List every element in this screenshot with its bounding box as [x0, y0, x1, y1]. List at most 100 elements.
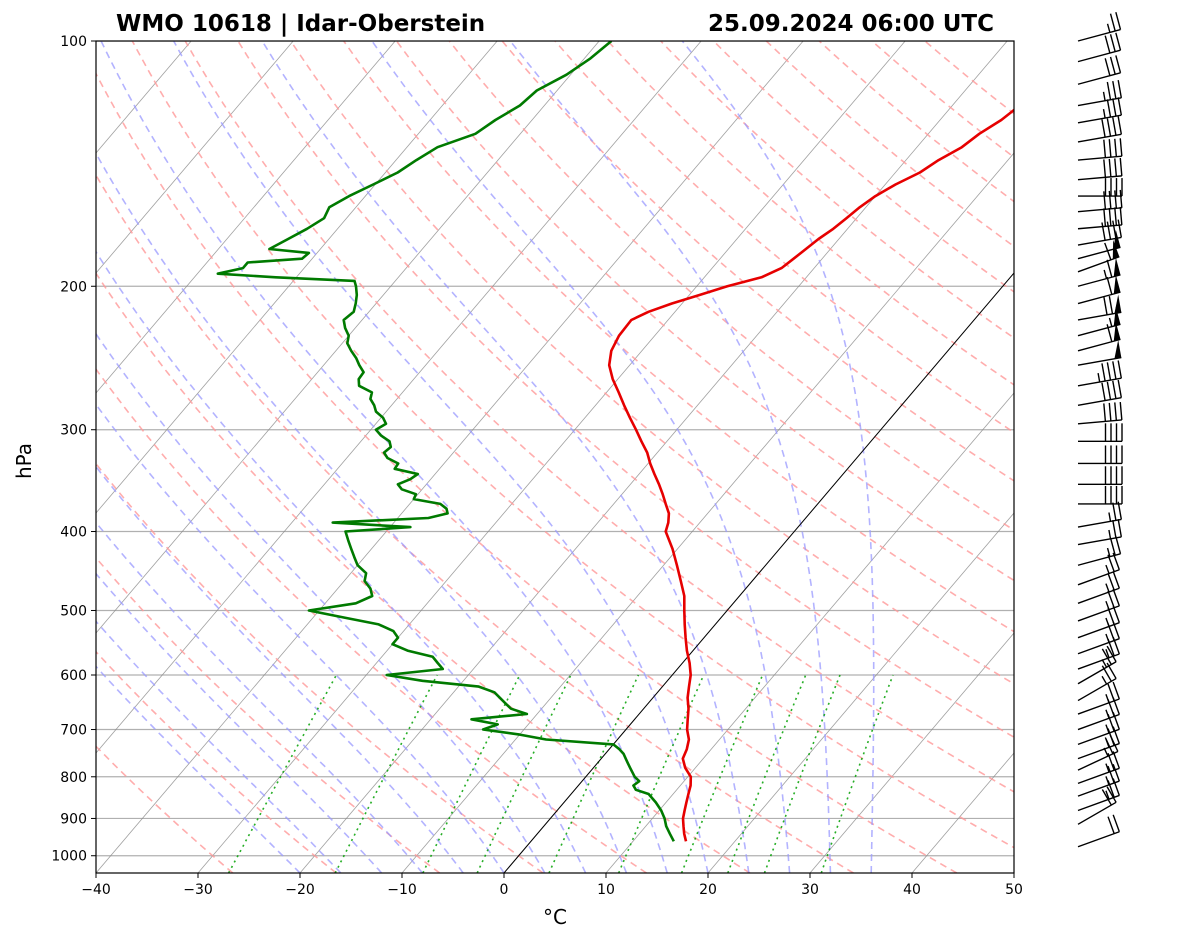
- mixing-ratio-line: [334, 674, 438, 873]
- wind-barb: [1077, 339, 1122, 366]
- wind-barb: [1077, 294, 1122, 321]
- moist-adiabat: [96, 403, 505, 873]
- dry-adiabat: [818, 41, 1014, 203]
- x-axis-ticks: −40 −30 −20 −10 0 10 20 30 40 50: [81, 873, 1023, 898]
- dewpoint-profile: [216, 41, 675, 842]
- moist-adiabat: [96, 465, 464, 873]
- plot-frame: [95, 40, 1015, 874]
- x-tick-label: 20: [699, 882, 717, 898]
- x-tick-label: 50: [1005, 882, 1023, 898]
- dry-adiabat: [131, 41, 1014, 849]
- y-tick-label: 700: [60, 723, 87, 739]
- wind-barb: [1077, 12, 1122, 42]
- moist-adiabat: [96, 332, 546, 873]
- moist-adiabat: [96, 521, 424, 873]
- background-lines: [96, 41, 1014, 873]
- wind-barb: [1077, 360, 1123, 387]
- dry-adiabat: [96, 72, 958, 873]
- wind-barb: [1077, 501, 1123, 528]
- x-tick-label: 0: [500, 882, 509, 898]
- dry-adiabat: [448, 41, 1014, 532]
- y-tick-label: 200: [60, 279, 87, 295]
- dry-adiabat: [184, 41, 1014, 793]
- wind-barb: [1077, 55, 1122, 85]
- isotherm-line: [197, 41, 906, 873]
- wind-barb: [1077, 786, 1117, 825]
- isotherm-line: [96, 41, 396, 394]
- wind-barb: [1078, 423, 1123, 443]
- wind-barb: [1077, 138, 1123, 161]
- isotherm-line: [96, 41, 804, 873]
- mixing-ratio-line: [820, 674, 894, 873]
- wind-barb: [1078, 445, 1123, 465]
- moist-adiabat: [509, 41, 832, 873]
- isotherm-line: [605, 392, 1014, 873]
- x-tick-label: −40: [81, 882, 111, 898]
- y-tick-label: 300: [60, 423, 87, 439]
- mixing-ratio-line: [727, 674, 807, 873]
- dry-adiabat: [96, 173, 854, 873]
- y-tick-label: 900: [60, 811, 87, 827]
- dry-adiabat: [607, 41, 1014, 386]
- dry-adiabat: [660, 41, 1014, 339]
- temperature-profile: [607, 108, 1014, 842]
- wind-barb: [1077, 571, 1121, 604]
- wind-barb: [1077, 536, 1122, 566]
- wind-barb: [1077, 814, 1121, 848]
- mixing-ratio-line: [680, 674, 764, 873]
- dry-adiabat: [290, 41, 1014, 685]
- dry-adiabat: [395, 41, 1014, 582]
- moist-adiabat: [96, 151, 628, 873]
- x-tick-label: 40: [903, 882, 921, 898]
- moist-adiabat: [96, 250, 587, 873]
- y-tick-label: 1000: [51, 849, 87, 865]
- mixing-ratio-line: [763, 674, 841, 873]
- wind-barb: [1077, 257, 1121, 287]
- wind-barb: [1077, 645, 1117, 685]
- wind-barb: [1077, 681, 1121, 715]
- wind-barb: [1077, 206, 1123, 230]
- wind-barb: [1077, 219, 1123, 246]
- wind-barb: [1077, 189, 1123, 213]
- sounding-profiles: [216, 41, 1014, 842]
- dry-adiabat: [96, 556, 441, 873]
- dry-adiabat: [343, 41, 1014, 633]
- dry-adiabat: [96, 367, 647, 873]
- isotherm-line: [96, 41, 600, 634]
- isotherm-line: [96, 41, 294, 274]
- isotherm-line: [299, 41, 1008, 873]
- wind-barb: [1078, 178, 1123, 197]
- dry-adiabat: [96, 462, 544, 873]
- x-tick-label: −30: [183, 882, 213, 898]
- wind-barb: [1077, 605, 1121, 639]
- wind-barb: [1077, 32, 1122, 63]
- wind-barb: [1077, 116, 1123, 143]
- isotherm-line: [809, 632, 1014, 873]
- wind-barb: [1077, 80, 1123, 107]
- y-tick-label: 400: [60, 525, 87, 541]
- y-axis-ticks: 100 200 300 400 500 600 700 800 900 1000: [51, 34, 96, 865]
- wind-barb: [1078, 466, 1123, 485]
- y-tick-label: 800: [60, 770, 87, 786]
- wind-barb: [1077, 379, 1123, 407]
- moist-adiabat: [100, 41, 668, 873]
- dry-adiabat: [237, 41, 1014, 739]
- x-tick-label: −10: [387, 882, 417, 898]
- wind-barb: [1077, 274, 1121, 305]
- x-axis-label: °C: [543, 905, 567, 929]
- x-tick-label: 10: [597, 882, 615, 898]
- moist-adiabat: [681, 41, 875, 873]
- y-tick-label: 100: [60, 34, 87, 50]
- y-axis-label: hPa: [12, 443, 36, 479]
- y-tick-label: 600: [60, 668, 87, 684]
- wind-barbs: [1077, 12, 1123, 848]
- chart-title-station: WMO 10618 | Idar-Oberstein: [116, 11, 485, 37]
- wind-barb: [1078, 485, 1123, 505]
- y-tick-label: 500: [60, 603, 87, 619]
- wind-barb: [1077, 763, 1121, 797]
- mixing-ratio-line: [617, 674, 705, 873]
- dry-adiabat: [96, 271, 751, 873]
- chart-title-time: 25.09.2024 06:00 UTC: [708, 11, 994, 37]
- moist-adiabat: [261, 41, 750, 873]
